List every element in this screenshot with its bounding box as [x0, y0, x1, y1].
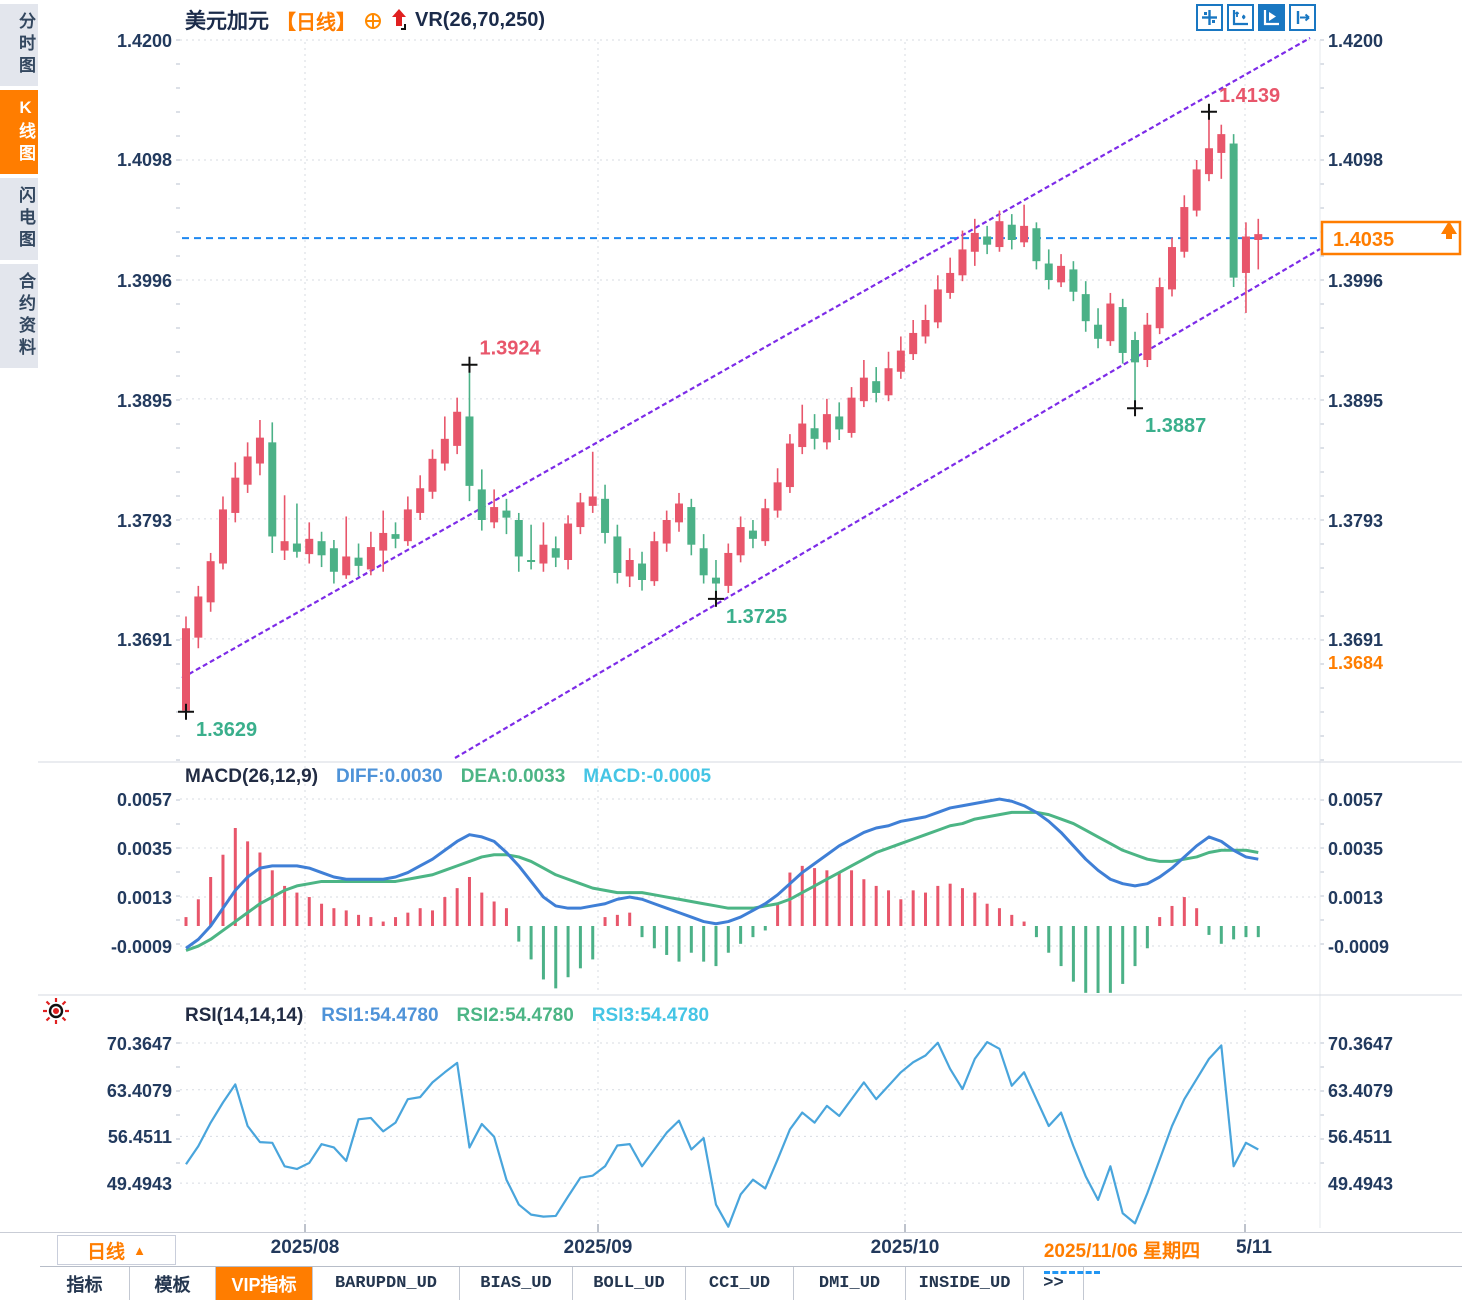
rsi-tick: 56.4511: [108, 1127, 172, 1147]
tab-vip-indicators[interactable]: VIP指标: [216, 1267, 313, 1300]
rsi-header: RSI(14,14,14) RSI1:54.4780 RSI2:54.4780 …: [185, 1005, 709, 1027]
sidebar-tab-kline[interactable]: K线图: [0, 90, 38, 174]
sidebar-tab-lightning[interactable]: 闪电图: [0, 178, 38, 260]
price-annotation: 1.3887: [1145, 415, 1206, 437]
chart-title-row: 美元加元 【日线】 VR(26,70,250): [185, 5, 545, 35]
indicator-tab-bar: 指标 模板 VIP指标 BARUPDN_UD BIAS_UD BOLL_UD C…: [40, 1266, 1462, 1300]
macd-tick: -0.0009: [1328, 937, 1389, 957]
rsi-tick: 70.3647: [107, 1034, 172, 1054]
chart-canvas[interactable]: 1.3629 1.3924 1.3725 1.3887 1.4139 1.4200 1.…: [0, 0, 1462, 1232]
date-axis-row: 日线 ▲ 2025/08 2025/09 2025/10 5/11 2025/1…: [0, 1232, 1462, 1266]
rsi-tick: 56.4511: [1328, 1127, 1392, 1147]
price-axis-right: 1.4200 1.4098 1.3996 1.3895 1.3793 1.369…: [1328, 31, 1383, 673]
macd-tick: 0.0035: [117, 839, 172, 859]
tab-cci-ud[interactable]: CCI_UD: [686, 1267, 794, 1300]
chart-toolbar: [1196, 4, 1316, 31]
sidebar-tab-contract-info[interactable]: 合约资料: [0, 264, 38, 368]
price-tick: 1.3793: [117, 511, 172, 531]
price-tick: 1.3996: [117, 271, 172, 291]
price-up-arrow-stem: [1446, 231, 1452, 239]
macd-name: MACD(26,12,9): [185, 766, 319, 787]
tab-boll-ud[interactable]: BOLL_UD: [573, 1267, 686, 1300]
macd-tick: 0.0057: [117, 790, 172, 810]
highlighted-date: 2025/11/06 星期四: [1008, 1234, 1236, 1264]
tab-more[interactable]: >>: [1024, 1267, 1084, 1300]
price-tick: 1.3691: [117, 630, 172, 650]
price-tick: 1.4098: [117, 150, 172, 170]
price-up-arrow-icon: [1441, 221, 1457, 234]
price-annotation: 1.3629: [196, 719, 257, 741]
rsi-axis: 70.3647 63.4079 56.4511 49.4943 70.3647 …: [107, 1034, 1393, 1194]
tab-dmi-ud[interactable]: DMI_UD: [794, 1267, 906, 1300]
macd-axis: 0.0057 0.0035 0.0013 -0.0009 0.0057 0.00…: [111, 790, 1389, 957]
symbol-name: 美元加元: [185, 10, 269, 33]
current-price-tag: 1.4035: [1320, 220, 1462, 256]
month-label: 2025/09: [563, 1237, 633, 1258]
rsi3-value: RSI3:54.4780: [591, 1005, 710, 1026]
price-tick: 1.3793: [1328, 511, 1383, 531]
tab-templates[interactable]: 模板: [130, 1267, 216, 1300]
sidebar-tab-timeshare[interactable]: 分时图: [0, 4, 38, 86]
macd-tick: -0.0009: [111, 937, 172, 957]
month-label: 2025/08: [270, 1237, 340, 1258]
rsi1-value: RSI1:54.4780: [321, 1005, 439, 1026]
indicator-label: VR(26,70,250): [415, 8, 546, 31]
macd-dea-value: DEA:0.0033: [460, 766, 566, 787]
tab-indicators[interactable]: 指标: [40, 1267, 130, 1300]
rsi-tick: 70.3647: [1328, 1034, 1393, 1054]
price-axis-left: 1.4200 1.4098 1.3996 1.3895 1.3793 1.369…: [117, 31, 172, 650]
live-sun-icon[interactable]: [42, 997, 70, 1030]
shift-right-icon[interactable]: [1289, 4, 1316, 31]
axis-track-icon[interactable]: [1258, 4, 1285, 31]
price-tick: 1.4098: [1328, 150, 1383, 170]
price-annotation: 1.3725: [726, 606, 787, 628]
macd-tick: 0.0057: [1328, 790, 1383, 810]
rsi-name: RSI(14,14,14): [185, 1005, 304, 1026]
rsi2-value: RSI2:54.4780: [456, 1005, 574, 1026]
price-tick: 1.4200: [117, 31, 172, 51]
secondary-price-label: 1.3684: [1328, 653, 1383, 673]
left-sidebar: 分时图 K线图 闪电图 合约资料: [0, 0, 38, 1232]
month-label: 2025/10: [870, 1237, 940, 1258]
rsi-tick: 63.4079: [107, 1081, 172, 1101]
month-label-clipped: 5/11: [1236, 1237, 1272, 1258]
price-tick: 1.3895: [117, 391, 172, 411]
scroll-dashes-icon: [1044, 1271, 1100, 1274]
target-circle-icon[interactable]: [363, 10, 383, 30]
current-price-value: 1.4035: [1333, 229, 1394, 251]
rsi-tick: 63.4079: [1328, 1081, 1393, 1101]
macd-tick: 0.0013: [1328, 888, 1383, 908]
price-tick: 1.4200: [1328, 31, 1383, 51]
red-up-arrow-icon: [392, 9, 406, 30]
caret-up-icon: ▲: [133, 1242, 146, 1258]
period-selector[interactable]: 日线 ▲: [57, 1235, 176, 1265]
macd-tick: 0.0035: [1328, 839, 1383, 859]
price-annotation: 1.4139: [1219, 85, 1280, 107]
price-tick: 1.3691: [1328, 630, 1383, 650]
price-tick: 1.3895: [1328, 391, 1383, 411]
macd-diff-value: DIFF:0.0030: [336, 766, 443, 787]
tab-barupdn-ud[interactable]: BARUPDN_UD: [313, 1267, 460, 1300]
rsi-tick: 49.4943: [1328, 1174, 1393, 1194]
crosshair-pan-icon[interactable]: [1196, 4, 1223, 31]
rsi-tick: 49.4943: [107, 1174, 172, 1194]
axis-fit-icon[interactable]: [1227, 4, 1254, 31]
period-selector-label: 日线: [87, 1241, 126, 1263]
tab-bias-ud[interactable]: BIAS_UD: [460, 1267, 573, 1300]
period-tag: 【日线】: [276, 11, 356, 34]
tab-inside-ud[interactable]: INSIDE_UD: [906, 1267, 1024, 1300]
price-tick: 1.3996: [1328, 271, 1383, 291]
macd-header: MACD(26,12,9) DIFF:0.0030 DEA:0.0033 MAC…: [185, 766, 711, 788]
macd-macd-value: MACD:-0.0005: [583, 766, 712, 787]
price-annotation: 1.3924: [479, 338, 541, 360]
macd-tick: 0.0013: [117, 888, 172, 908]
